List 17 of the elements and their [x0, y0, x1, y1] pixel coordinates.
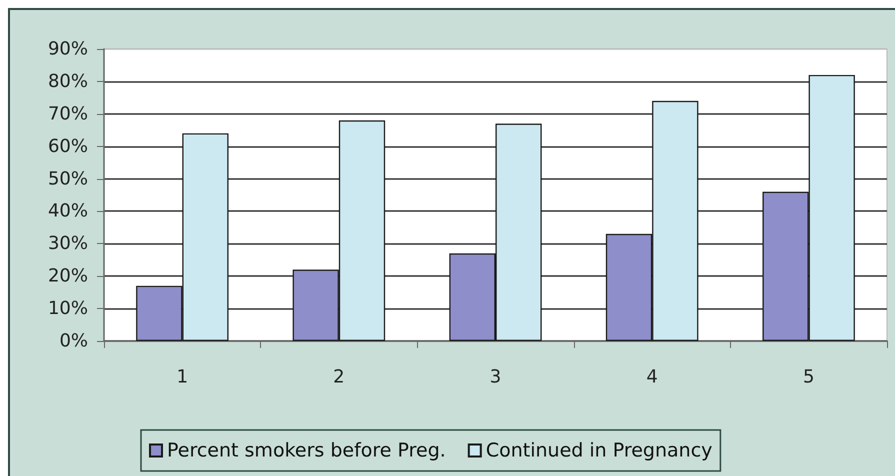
x-tick-label: 1 [176, 366, 188, 388]
y-tick-label: 20% [48, 266, 88, 287]
x-tick-label: 3 [490, 366, 502, 388]
y-tick-label: 70% [48, 103, 88, 124]
y-tick-label: 90% [48, 38, 88, 60]
x-tick-label: 2 [333, 366, 345, 388]
y-tick-label: 40% [48, 200, 88, 222]
x-tick-label: 5 [802, 366, 814, 388]
y-tick-label: 60% [48, 136, 88, 157]
legend-label: Percent smokers before Preg. [167, 440, 446, 462]
y-tick-label: 10% [48, 298, 88, 320]
y-tick-label: 30% [48, 233, 88, 254]
y-tick-label: 80% [48, 70, 88, 92]
x-tick-label: 4 [646, 366, 658, 388]
y-tick-label: 50% [48, 168, 88, 190]
legend-label: Continued in Pregnancy [486, 440, 712, 462]
y-tick-label: 0% [59, 330, 88, 352]
